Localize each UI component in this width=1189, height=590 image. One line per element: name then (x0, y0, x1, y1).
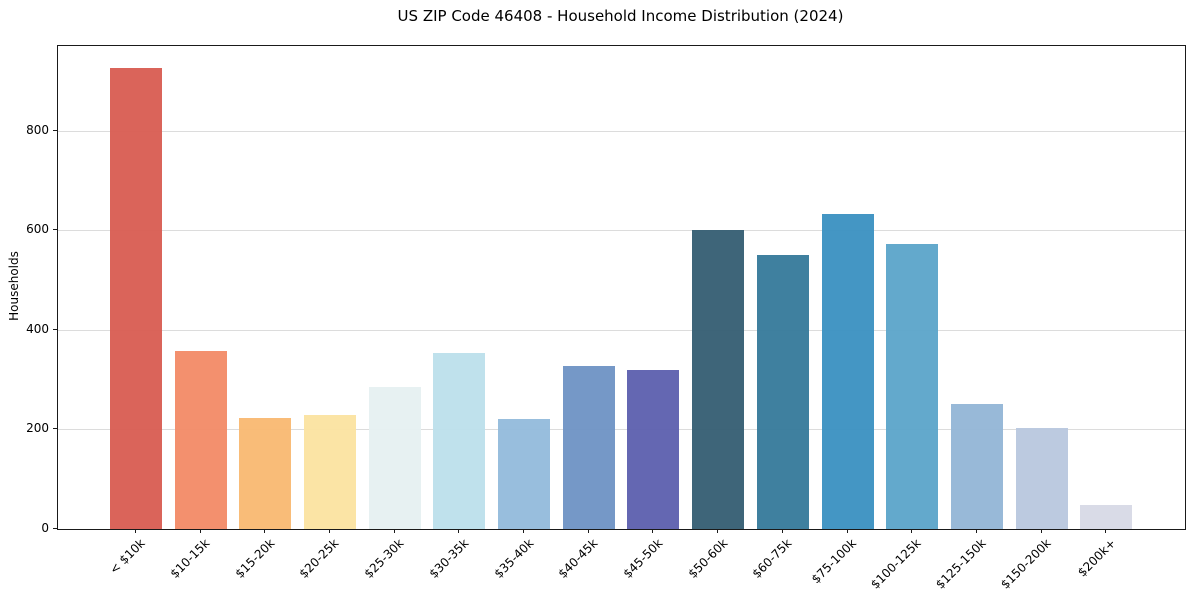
bar-125-150k (950, 403, 1003, 529)
y-tick-mark-800 (53, 129, 57, 131)
bar-200k (1080, 505, 1133, 529)
bar-75-100k (821, 213, 874, 529)
x-tick-label: $75-100k (809, 536, 860, 587)
gridline-y-600 (58, 230, 1185, 232)
bar-100-125k (886, 244, 939, 529)
x-tick-mark (1105, 529, 1107, 533)
y-tick-mark-200 (53, 428, 57, 430)
x-tick-label: $100-125k (868, 536, 925, 590)
x-tick-label: $10-15k (167, 536, 213, 581)
bar-10k (109, 68, 162, 529)
x-tick-label: $200k+ (1074, 536, 1119, 580)
x-tick-mark (134, 529, 136, 533)
bar-50-60k (692, 230, 745, 529)
x-tick-label: $50-60k (685, 536, 730, 581)
x-tick-mark (458, 529, 460, 533)
bar-10-15k (174, 351, 227, 529)
x-tick-label: < $10k (106, 536, 148, 577)
x-tick-mark (911, 529, 913, 533)
y-axis-label: Households (7, 251, 21, 321)
x-tick-label: $60-75k (749, 536, 795, 581)
bar-25-30k (368, 386, 421, 529)
x-tick-mark (1040, 529, 1042, 533)
x-tick-label: $20-25k (296, 536, 342, 581)
y-tick-label-600: 600 (26, 222, 49, 237)
x-tick-mark (328, 529, 330, 533)
y-tick-label-200: 200 (26, 421, 49, 436)
x-tick-label: $15-20k (232, 536, 278, 581)
bar-40-45k (562, 366, 615, 529)
gridline-y-200 (58, 429, 1185, 431)
bar-20-25k (303, 415, 356, 529)
bar-60-75k (756, 255, 809, 529)
bar-45-50k (627, 369, 680, 529)
x-tick-mark (393, 529, 395, 533)
bar-150-200k (1015, 428, 1068, 529)
y-tick-label-400: 400 (26, 321, 49, 336)
y-tick-mark-600 (53, 229, 57, 231)
bar-15-20k (239, 418, 292, 529)
x-tick-mark (846, 529, 848, 533)
x-tick-label: $35-40k (491, 536, 536, 581)
gridline-y-400 (58, 329, 1185, 331)
y-tick-label-800: 800 (26, 122, 49, 137)
y-tick-label-0: 0 (41, 521, 49, 535)
x-tick-mark (717, 529, 719, 533)
x-tick-label: $40-45k (555, 536, 601, 581)
x-tick-mark (781, 529, 783, 533)
x-tick-label: $150-200k (997, 536, 1054, 590)
x-tick-label: $25-30k (361, 536, 407, 581)
x-tick-mark (199, 529, 201, 533)
x-tick-mark (264, 529, 266, 533)
x-tick-mark (587, 529, 589, 533)
x-tick-mark (523, 529, 524, 533)
x-tick-label: $125-150k (933, 536, 989, 590)
x-tick-label: $45-50k (620, 536, 666, 581)
gridline-y-800 (58, 130, 1185, 132)
bar-35-40k (498, 419, 550, 529)
x-tick-label: $30-35k (426, 536, 472, 581)
x-tick-mark (652, 529, 654, 533)
x-tick-mark (975, 529, 977, 533)
chart-title: US ZIP Code 46408 - Household Income Dis… (397, 7, 844, 25)
bar-30-35k (433, 353, 486, 529)
y-tick-mark-400 (53, 328, 57, 330)
plot-area (57, 45, 1186, 530)
y-tick-mark-0 (53, 528, 57, 529)
